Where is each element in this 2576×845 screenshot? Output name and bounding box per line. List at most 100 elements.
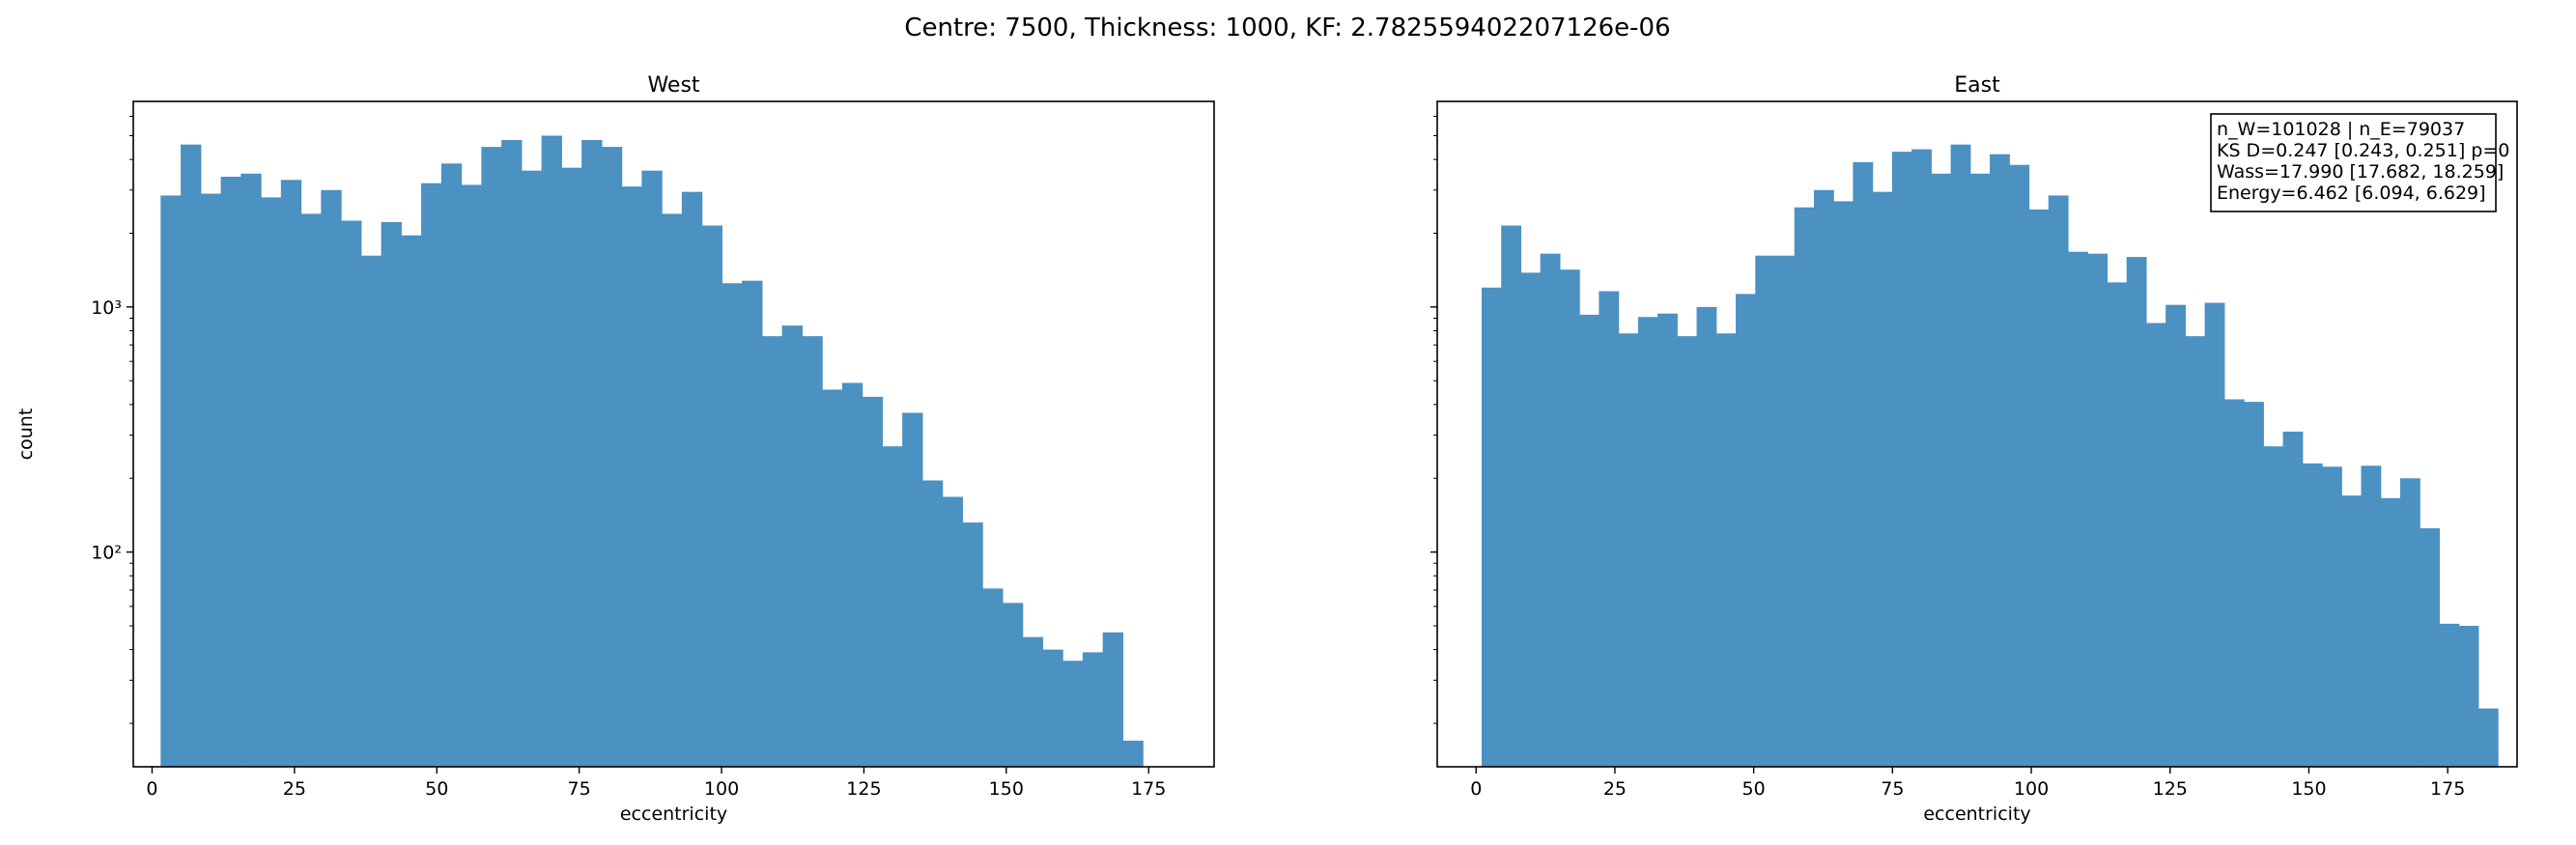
west-bar xyxy=(220,177,241,767)
west-bar xyxy=(962,522,983,767)
east-bar xyxy=(1911,149,1932,768)
east-bar xyxy=(2126,257,2147,768)
west-bar xyxy=(421,183,442,767)
east-bar xyxy=(1579,314,1599,767)
west-xtick-label: 0 xyxy=(146,778,157,800)
east-bar xyxy=(1736,294,1756,767)
east-bar xyxy=(2341,495,2363,767)
west-xtick-label: 125 xyxy=(846,778,881,800)
east-bar xyxy=(1501,225,1522,767)
east-bar xyxy=(1559,269,1580,768)
west-bar xyxy=(882,446,903,767)
east-bar xyxy=(2282,431,2304,767)
east-bar xyxy=(2009,164,2030,768)
west-bar xyxy=(501,140,523,767)
west-bar xyxy=(1122,740,1144,767)
west-bar xyxy=(1102,632,1124,767)
east-bar xyxy=(2107,282,2128,767)
west-bar xyxy=(781,325,803,767)
east-bar xyxy=(2087,253,2109,767)
east-bar xyxy=(1891,152,1912,767)
east-xtick-label: 125 xyxy=(2153,778,2188,800)
figure-suptitle: Centre: 7500, Thickness: 1000, KF: 2.782… xyxy=(904,14,1670,42)
east-xtick-label: 150 xyxy=(2291,778,2326,800)
west-bar xyxy=(300,213,322,767)
west-bar xyxy=(200,193,222,767)
east-bar xyxy=(1696,306,1717,767)
west-bar xyxy=(241,173,262,767)
east-annotation-line: Energy=6.462 [6.094, 6.629] xyxy=(2217,183,2486,204)
east-axes-frame xyxy=(1436,100,2518,768)
west-bar xyxy=(541,135,562,767)
west-bar xyxy=(1042,649,1063,767)
west-bar xyxy=(621,186,642,767)
west-bar xyxy=(521,170,543,767)
west-bar xyxy=(561,167,582,767)
east-bar xyxy=(2185,336,2206,767)
west-bar xyxy=(341,220,362,767)
west-bar xyxy=(321,189,342,768)
east-xlabel: eccentricity xyxy=(1923,803,2030,825)
west-bar xyxy=(1002,603,1024,767)
west-bar xyxy=(601,147,623,768)
east-bar xyxy=(1969,173,1991,767)
east-bar xyxy=(2244,402,2264,767)
west-title: West xyxy=(647,73,699,98)
east-bar xyxy=(1715,333,1737,767)
west-bar xyxy=(862,396,883,767)
west-xtick-label: 100 xyxy=(704,778,739,800)
west-xtick-label: 175 xyxy=(1131,778,1166,800)
east-annotation-line: Wass=17.990 [17.682, 18.259] xyxy=(2217,161,2504,183)
east-bar xyxy=(2477,708,2499,767)
east-bar xyxy=(1950,144,1971,767)
east-bar xyxy=(1677,336,1698,767)
east-bar xyxy=(1540,253,1561,767)
west-bar xyxy=(581,140,603,767)
west-bar xyxy=(261,197,282,767)
west-bar xyxy=(641,170,663,767)
east-bar xyxy=(2067,251,2088,767)
west-xtick-label: 50 xyxy=(425,778,448,800)
west-bar xyxy=(822,389,843,767)
east-bar xyxy=(1853,161,1874,767)
east-bar xyxy=(1931,173,1952,767)
west-ytick-label: 10² xyxy=(91,543,122,564)
west-bar xyxy=(461,184,482,768)
east-bar xyxy=(2361,465,2382,767)
east-bar xyxy=(2166,304,2186,767)
west-bar xyxy=(1022,636,1044,767)
east-panel: 0 25 50 75 100 125 150 175 East eccentricity n_W=1… xyxy=(1430,73,2518,825)
west-bar xyxy=(982,588,1004,767)
east-bars xyxy=(1481,144,2499,768)
west-xtick-label: 75 xyxy=(568,778,591,800)
west-bar xyxy=(841,382,863,767)
west-bar xyxy=(280,180,302,768)
east-bar xyxy=(2145,323,2166,767)
west-bar xyxy=(902,412,923,767)
east-xtick-label: 25 xyxy=(1603,778,1627,800)
west-bar xyxy=(160,195,182,767)
east-bar xyxy=(2028,209,2050,767)
east-annotation-line: KS D=0.247 [0.243, 0.251] p=0 xyxy=(2217,140,2509,161)
west-bar xyxy=(742,280,763,767)
east-bar xyxy=(2204,302,2225,767)
east-bar xyxy=(2048,195,2069,767)
east-bar xyxy=(1599,291,1620,767)
east-bar xyxy=(1794,207,1815,767)
east-bar xyxy=(1872,191,1893,767)
west-bar xyxy=(440,163,463,768)
east-bar xyxy=(2399,478,2420,767)
east-annotation-box xyxy=(2210,113,2497,212)
east-bar xyxy=(2380,497,2401,767)
west-bar xyxy=(681,191,703,767)
west-xlabel: eccentricity xyxy=(620,803,727,825)
west-bar xyxy=(662,213,683,767)
east-bar xyxy=(1755,255,1776,768)
east-xtick-label: 100 xyxy=(2014,778,2049,800)
west-bar xyxy=(701,225,722,767)
west-bar xyxy=(761,336,783,767)
east-bar xyxy=(1774,255,1796,768)
east-bar xyxy=(1520,272,1542,767)
west-bars xyxy=(160,135,1144,768)
